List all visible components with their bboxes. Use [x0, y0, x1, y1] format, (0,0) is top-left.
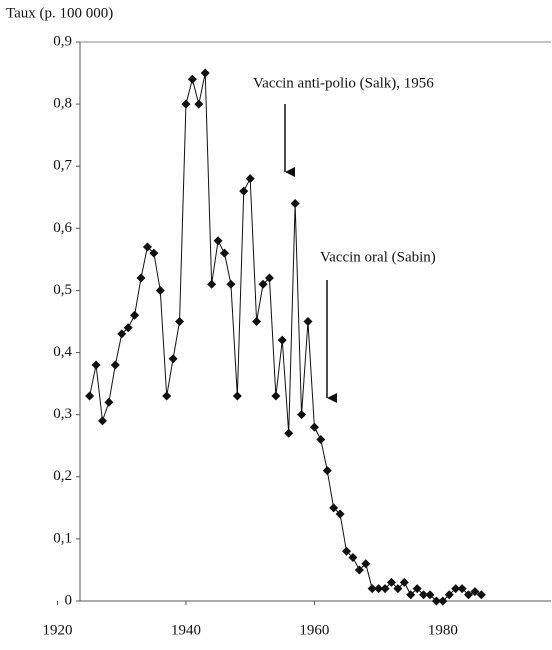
y-tick-label: 0,1	[53, 530, 72, 546]
data-point	[374, 584, 384, 594]
data-point	[104, 397, 114, 407]
data-point	[207, 279, 217, 289]
data-point	[438, 596, 448, 606]
data-point	[322, 466, 332, 476]
data-point	[412, 584, 422, 594]
data-point	[239, 186, 249, 196]
data-point	[464, 590, 474, 600]
y-tick-label: 0,2	[53, 468, 72, 484]
data-point	[425, 590, 435, 600]
data-point	[123, 323, 133, 333]
data-point	[142, 242, 152, 252]
data-point	[380, 584, 390, 594]
annotation: Vaccin oral (Sabin)	[320, 249, 436, 265]
y-tick-label: 0	[65, 592, 73, 608]
y-axis-label: Taux (p. 100 000)	[6, 5, 113, 21]
y-tick-label: 0,4	[53, 344, 72, 360]
data-point	[406, 590, 416, 600]
data-point	[168, 354, 178, 364]
data-point	[264, 273, 274, 283]
data-point	[245, 174, 255, 184]
y-tick-label: 0,5	[53, 282, 72, 298]
data-point	[252, 317, 262, 326]
data-point	[303, 317, 313, 326]
data-point	[451, 584, 461, 594]
data-point	[277, 335, 287, 345]
x-tick-label: 1980	[428, 622, 458, 638]
data-point	[162, 391, 172, 401]
data-point	[271, 391, 281, 401]
data-point	[97, 416, 107, 426]
data-point	[226, 279, 236, 289]
data-point	[399, 577, 409, 587]
y-tick-label: 0,9	[53, 33, 72, 49]
data-point	[194, 99, 204, 109]
data-point	[91, 360, 101, 370]
data-point	[284, 428, 294, 438]
data-point	[232, 391, 242, 401]
data-point	[316, 435, 326, 445]
data-point	[290, 198, 300, 208]
data-point	[181, 99, 191, 109]
data-point	[354, 565, 364, 575]
data-point	[149, 248, 159, 258]
data-point	[444, 590, 454, 600]
data-point	[175, 317, 185, 326]
data-point	[297, 410, 307, 420]
data-point	[258, 279, 268, 289]
data-point	[155, 285, 165, 295]
data-point	[386, 577, 396, 587]
x-tick-label: 1920	[43, 622, 73, 638]
y-tick-label: 0,7	[53, 158, 72, 174]
data-point	[367, 584, 377, 594]
data-point	[361, 559, 371, 569]
x-tick-label: 1960	[299, 622, 329, 638]
data-point	[213, 236, 223, 246]
y-tick-label: 0,3	[53, 406, 72, 422]
data-point	[335, 509, 345, 519]
y-tick-label: 0,6	[53, 220, 72, 236]
data-point	[110, 360, 120, 370]
data-point	[348, 553, 358, 563]
data-point	[476, 590, 486, 600]
data-point	[457, 584, 467, 594]
data-point	[130, 310, 140, 320]
data-point	[431, 596, 441, 606]
data-point	[219, 248, 229, 258]
data-point	[117, 329, 127, 339]
data-point	[187, 74, 197, 84]
data-point	[136, 273, 146, 283]
data-point	[85, 391, 95, 401]
data-point	[393, 584, 403, 594]
data-point	[309, 422, 319, 432]
data-point	[419, 590, 429, 600]
x-tick-label: 1940	[171, 622, 201, 638]
data-point	[342, 546, 352, 556]
annotation: Vaccin anti-polio (Salk), 1956	[253, 75, 434, 91]
data-point	[200, 68, 210, 78]
y-tick-label: 0,8	[53, 96, 72, 112]
data-point	[329, 503, 339, 513]
data-point	[470, 587, 480, 597]
